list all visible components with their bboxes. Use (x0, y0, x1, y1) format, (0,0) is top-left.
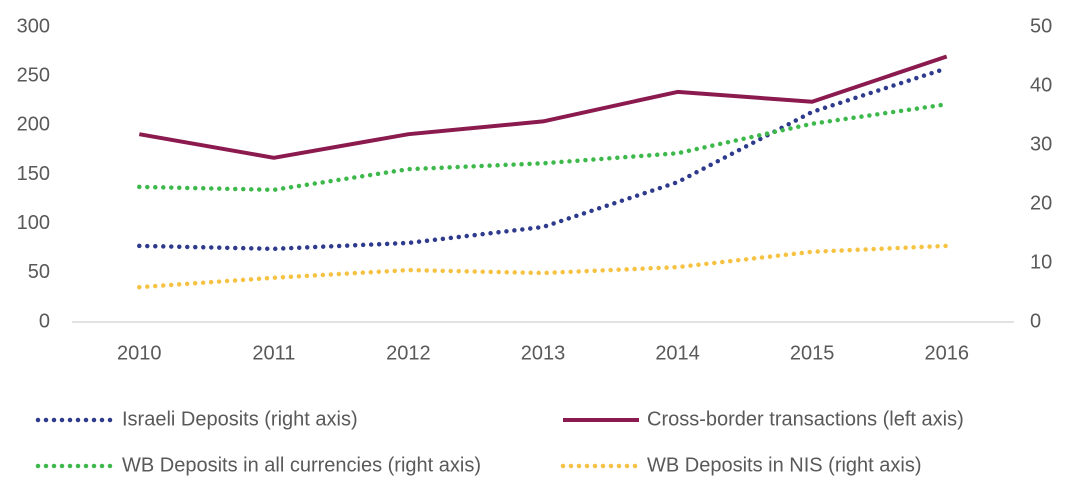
y2-tick-label: 10 (1030, 251, 1052, 273)
legend-label: WB Deposits in all currencies (right axi… (122, 454, 481, 476)
series-line (137, 102, 949, 193)
y-tick-label: 50 (28, 261, 50, 283)
y-tick-label: 300 (17, 15, 50, 37)
x-tick-label: 2014 (655, 342, 700, 364)
y-tick-label: 100 (17, 212, 50, 234)
y2-tick-label: 20 (1030, 192, 1052, 214)
y-tick-label: 0 (39, 310, 50, 332)
x-tick-label: 2011 (252, 342, 295, 364)
series-line (138, 54, 948, 160)
series-line (137, 66, 949, 252)
series-line (137, 243, 949, 290)
y2-tick-label: 40 (1030, 74, 1052, 96)
legend-label: WB Deposits in NIS (right axis) (647, 454, 922, 476)
y2-tick-label: 0 (1030, 310, 1041, 332)
x-tick-label: 2013 (521, 342, 566, 364)
y-tick-label: 200 (17, 114, 50, 136)
y2-tick-label: 50 (1030, 15, 1052, 37)
y-tick-label: 250 (17, 64, 50, 86)
legend-label: Cross-border transactions (left axis) (647, 408, 964, 430)
x-tick-label: 2015 (790, 342, 835, 364)
x-tick-label: 2012 (386, 342, 431, 364)
x-tick-label: 2010 (117, 342, 162, 364)
y-tick-label: 150 (17, 163, 50, 185)
x-tick-label: 2016 (924, 342, 969, 364)
legend-label: Israeli Deposits (right axis) (122, 408, 358, 430)
y2-tick-label: 30 (1030, 133, 1052, 155)
